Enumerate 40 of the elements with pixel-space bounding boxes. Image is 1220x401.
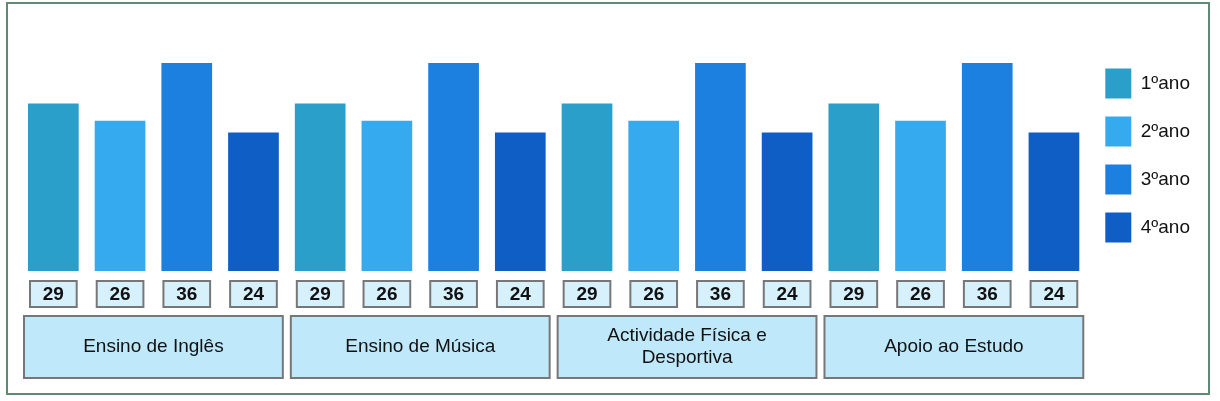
bar — [695, 63, 746, 271]
bar — [895, 120, 946, 271]
data-label: 29 — [42, 283, 64, 305]
bar — [494, 132, 546, 271]
legend-label: 3ºano — [1140, 167, 1191, 189]
legend-label: 2ºano — [1140, 119, 1191, 141]
data-label: 24 — [509, 283, 532, 305]
data-label: 26 — [643, 283, 665, 305]
legend-label: 4ºano — [1140, 215, 1191, 237]
bar — [628, 120, 680, 271]
bar — [228, 132, 279, 271]
bar — [828, 103, 880, 271]
bar — [761, 132, 813, 271]
data-label: 26 — [376, 283, 398, 305]
data-label: 29 — [843, 283, 865, 305]
data-label: 24 — [776, 283, 799, 305]
data-label: 36 — [976, 283, 998, 305]
bar — [561, 103, 613, 271]
legend-label: 1ºano — [1140, 71, 1191, 93]
bar — [361, 120, 413, 271]
data-label: 24 — [1043, 283, 1065, 305]
data-label: 36 — [176, 283, 198, 305]
x-tick-label: Apoio ao Estudo — [884, 335, 1024, 357]
bar — [28, 103, 79, 271]
data-label: 24 — [242, 283, 265, 305]
bar — [161, 63, 213, 271]
bar — [428, 63, 479, 271]
bar — [94, 120, 146, 271]
data-label: 29 — [576, 283, 598, 305]
data-label: 36 — [443, 283, 465, 305]
data-label: 26 — [109, 283, 131, 305]
data-label: 36 — [709, 283, 731, 305]
x-tick-label: Ensino de Música — [345, 335, 496, 357]
x-tick-label: Ensino de Inglês — [83, 335, 224, 357]
bar — [961, 63, 1013, 271]
data-label: 29 — [309, 283, 331, 305]
data-label: 26 — [909, 283, 932, 305]
bar — [1028, 132, 1080, 271]
bar — [294, 103, 346, 271]
x-tick-label: Actividade Física e Desportiva — [607, 324, 767, 368]
